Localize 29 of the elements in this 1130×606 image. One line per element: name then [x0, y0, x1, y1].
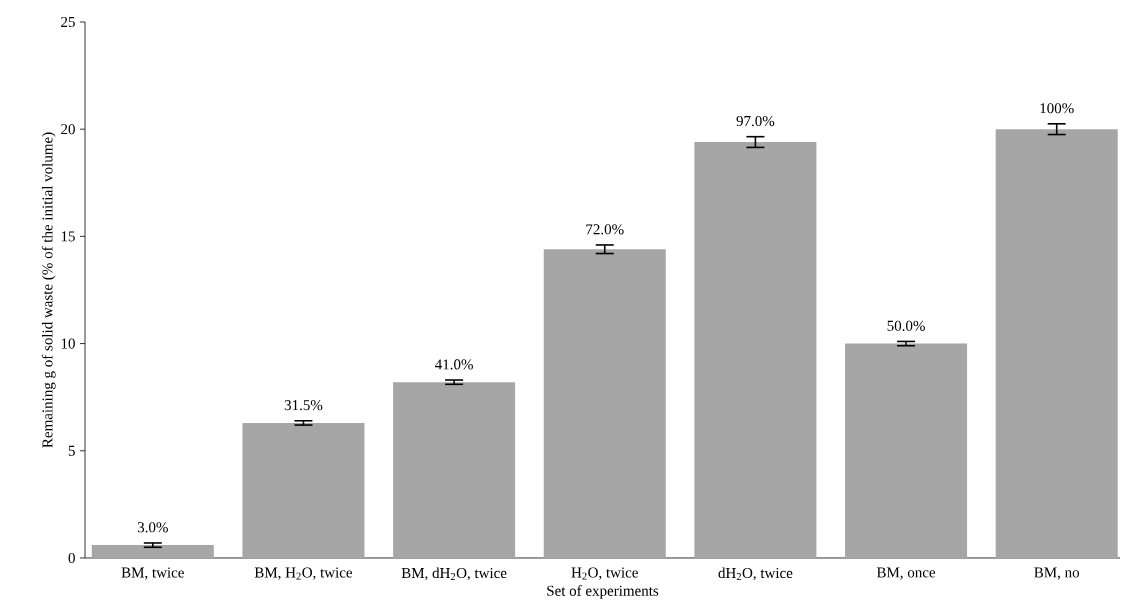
- x-tick-label: BM, twice: [121, 567, 184, 580]
- y-tick-label: 10: [61, 338, 75, 349]
- annotation: 100%: [1040, 103, 1074, 114]
- bar: [91, 545, 214, 558]
- annotation: 3.0%: [137, 522, 168, 533]
- x-tick-label: H$_{2}$O, twice: [571, 567, 638, 580]
- x-tick-label: BM, once: [876, 567, 936, 580]
- bar: [845, 343, 968, 558]
- x-tick-label: dH$_{2}$O, twice: [718, 567, 793, 581]
- y-tick-label: 0: [68, 552, 75, 564]
- annotation: 41.0%: [435, 359, 473, 370]
- x-tick-label: BM, dH$_{2}$O, twice: [401, 567, 507, 581]
- y-tick-label: 25: [61, 16, 75, 28]
- bar: [393, 382, 516, 558]
- annotation: 31.5%: [284, 400, 323, 411]
- x-tick-label: BM, no: [1034, 567, 1080, 580]
- annotation: 50.0%: [887, 320, 925, 331]
- y-tick-label: 15: [61, 231, 75, 242]
- bar: [242, 422, 365, 558]
- y-tick-label: 20: [61, 124, 75, 135]
- bar: [543, 249, 666, 558]
- x-axis-title: Set of experiments: [547, 585, 659, 599]
- x-tick-label: BM, H$_{2}$O, twice: [254, 567, 353, 580]
- y-axis-title: Remaining g of solid waste (% of the initial volume): [41, 132, 56, 448]
- annotation: 97.0%: [736, 115, 775, 127]
- y-tick-label: 5: [68, 445, 75, 456]
- annotation: 72.0%: [586, 224, 624, 235]
- bar: [694, 142, 817, 558]
- bar: [995, 129, 1118, 558]
